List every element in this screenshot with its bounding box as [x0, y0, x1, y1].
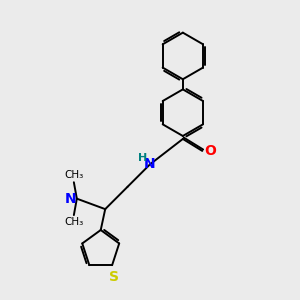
Text: CH₃: CH₃: [64, 170, 83, 180]
Text: S: S: [109, 270, 118, 283]
Text: N: N: [144, 157, 156, 171]
Text: O: O: [205, 144, 217, 158]
Text: N: N: [64, 192, 76, 206]
Text: H: H: [138, 153, 147, 164]
Text: CH₃: CH₃: [64, 218, 83, 227]
